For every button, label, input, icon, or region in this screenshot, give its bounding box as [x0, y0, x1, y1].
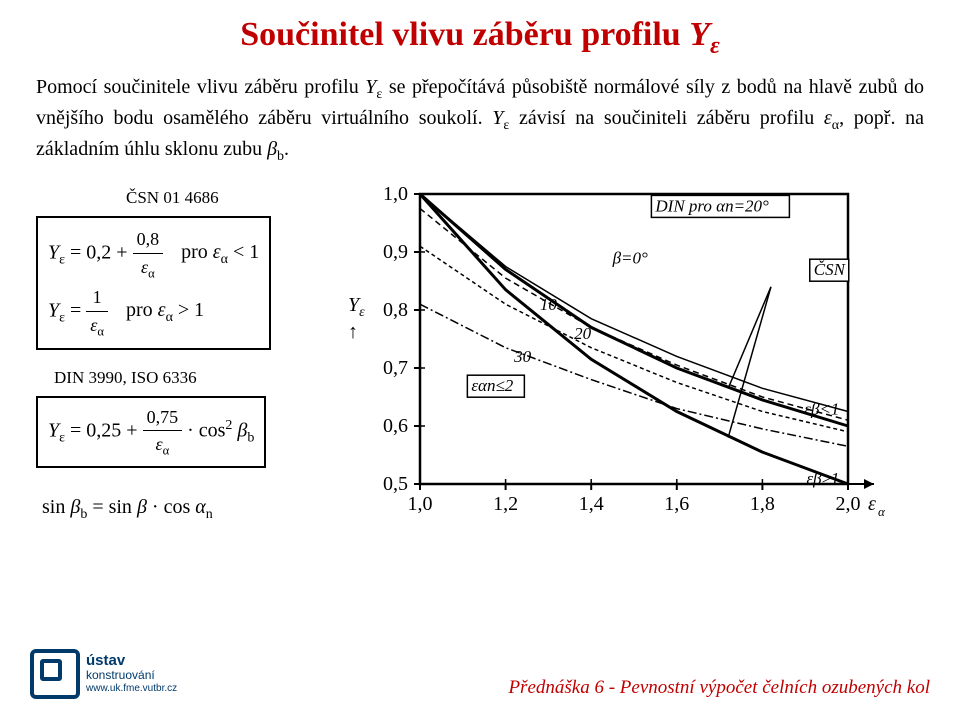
chart-column: Yε↑ 0,50,60,70,80,91,01,01,21,41,61,82,0…	[350, 184, 924, 524]
svg-text:α: α	[878, 504, 886, 519]
intro-paragraph: Pomocí součinitele vlivu záběru profilu …	[36, 74, 924, 167]
svg-text:0,9: 0,9	[383, 241, 408, 263]
svg-text:1,6: 1,6	[664, 493, 689, 515]
svg-text:β=0°: β=0°	[612, 249, 648, 268]
logo-line2: konstruování	[86, 668, 155, 682]
page-title: Součinitel vlivu záběru profilu Yε	[36, 16, 924, 60]
csn-formula-box: Yε = 0,2 + 0,8εα pro εα < 1 Yε = 1εα pro…	[36, 216, 271, 350]
svg-text:ČSN: ČSN	[814, 261, 847, 280]
svg-text:10: 10	[540, 295, 558, 314]
svg-text:2,0: 2,0	[836, 493, 861, 515]
logo-icon	[30, 649, 80, 699]
y-epsilon-chart: Yε↑ 0,50,60,70,80,91,01,01,21,41,61,82,0…	[350, 184, 890, 524]
formulas-column: ČSN 01 4686 Yε = 0,2 + 0,8εα pro εα < 1 …	[36, 184, 336, 524]
beta-relation: sin βb = sin β · cos αn	[42, 496, 336, 523]
svg-text:1,0: 1,0	[383, 184, 408, 205]
svg-text:0,8: 0,8	[383, 299, 408, 321]
formula1-condition: pro εα < 1	[181, 238, 259, 270]
logo-line1: ústav	[86, 653, 177, 669]
svg-text:20: 20	[574, 324, 592, 343]
lecture-credit: Přednáška 6 - Pevnostní výpočet čelních …	[508, 677, 930, 699]
title-var: Y	[689, 16, 710, 53]
svg-text:εβ≥1: εβ≥1	[806, 469, 839, 488]
svg-text:ε: ε	[868, 493, 876, 515]
svg-text:εβ<1: εβ<1	[804, 400, 839, 419]
svg-text:30: 30	[513, 348, 532, 367]
din-label: DIN 3990, ISO 6336	[54, 368, 336, 388]
logo-url: www.uk.fme.vutbr.cz	[86, 683, 177, 694]
svg-text:DIN pro αn=20°: DIN pro αn=20°	[654, 197, 769, 216]
svg-text:0,5: 0,5	[383, 473, 408, 495]
formula2-condition: pro εα > 1	[126, 296, 204, 328]
svg-text:0,6: 0,6	[383, 415, 408, 437]
csn-label: ČSN 01 4686	[126, 188, 336, 208]
svg-text:1,4: 1,4	[579, 493, 604, 515]
svg-text:1,2: 1,2	[493, 493, 518, 515]
svg-text:εαn≤2: εαn≤2	[471, 377, 513, 396]
institute-logo: ústav konstruování www.uk.fme.vutbr.cz	[30, 649, 177, 699]
din-formula-box: Yε = 0,25 + 0,75εα · cos2 βb	[36, 396, 266, 468]
svg-text:1,0: 1,0	[408, 493, 433, 515]
svg-text:1,8: 1,8	[750, 493, 775, 515]
title-text: Součinitel vlivu záběru profilu	[240, 16, 689, 53]
title-sub: ε	[710, 33, 720, 59]
svg-text:0,7: 0,7	[383, 357, 408, 379]
